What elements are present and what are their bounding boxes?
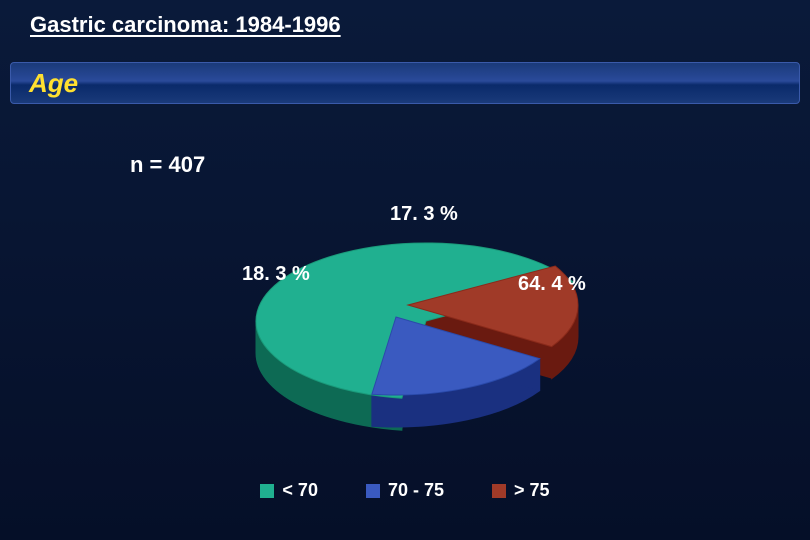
pie-chart-svg bbox=[180, 195, 640, 455]
slice-label-gt75: 17. 3 % bbox=[390, 203, 458, 226]
subtitle-bar: Age bbox=[10, 62, 800, 104]
pie-chart: 17. 3 % 18. 3 % 64. 4 % bbox=[180, 195, 640, 455]
legend-swatch-70to75 bbox=[366, 484, 380, 498]
legend-swatch-lt70 bbox=[260, 484, 274, 498]
slice-label-lt70: 64. 4 % bbox=[518, 273, 586, 296]
slice-label-70to75: 18. 3 % bbox=[242, 263, 310, 286]
sample-size-label: n = 407 bbox=[130, 152, 205, 178]
chart-legend: < 70 70 - 75 > 75 bbox=[0, 480, 810, 501]
slide-title: Gastric carcinoma: 1984-1996 bbox=[30, 12, 341, 38]
subtitle-text: Age bbox=[29, 68, 78, 99]
legend-label-lt70: < 70 bbox=[282, 480, 318, 501]
legend-label-gt75: > 75 bbox=[514, 480, 550, 501]
legend-label-70to75: 70 - 75 bbox=[388, 480, 444, 501]
legend-item-lt70: < 70 bbox=[260, 480, 318, 501]
legend-item-gt75: > 75 bbox=[492, 480, 550, 501]
legend-swatch-gt75 bbox=[492, 484, 506, 498]
legend-item-70to75: 70 - 75 bbox=[366, 480, 444, 501]
